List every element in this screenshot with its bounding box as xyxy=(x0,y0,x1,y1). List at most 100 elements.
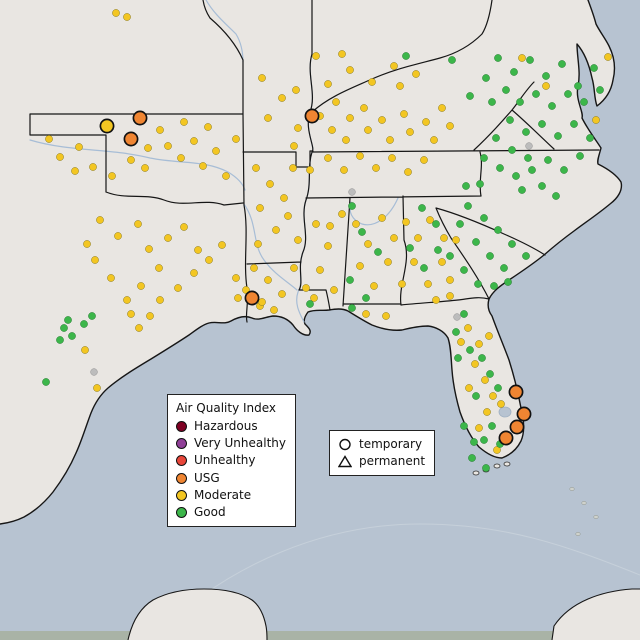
good-small-marker[interactable] xyxy=(464,202,472,210)
moderate-small-marker[interactable] xyxy=(146,312,154,320)
moderate-small-marker[interactable] xyxy=(264,276,272,284)
moderate-small-marker[interactable] xyxy=(252,164,260,172)
moderate-small-marker[interactable] xyxy=(372,164,380,172)
good-small-marker[interactable] xyxy=(456,220,464,228)
good-small-marker[interactable] xyxy=(402,52,410,60)
good-small-marker[interactable] xyxy=(528,166,536,174)
moderate-small-marker[interactable] xyxy=(204,123,212,131)
missing-small-marker[interactable] xyxy=(90,368,98,376)
moderate-small-marker[interactable] xyxy=(368,78,376,86)
moderate-small-marker[interactable] xyxy=(390,234,398,242)
moderate-small-marker[interactable] xyxy=(406,128,414,136)
moderate-small-marker[interactable] xyxy=(340,166,348,174)
moderate-small-marker[interactable] xyxy=(256,204,264,212)
moderate-small-marker[interactable] xyxy=(290,264,298,272)
good-small-marker[interactable] xyxy=(564,90,572,98)
good-small-marker[interactable] xyxy=(524,154,532,162)
moderate-small-marker[interactable] xyxy=(270,306,278,314)
good-small-marker[interactable] xyxy=(544,156,552,164)
good-small-marker[interactable] xyxy=(494,54,502,62)
moderate-small-marker[interactable] xyxy=(258,298,266,306)
good-small-marker[interactable] xyxy=(434,246,442,254)
good-small-marker[interactable] xyxy=(508,146,516,154)
usg-events-marker[interactable] xyxy=(132,110,148,126)
moderate-small-marker[interactable] xyxy=(112,9,120,17)
good-small-marker[interactable] xyxy=(466,92,474,100)
good-small-marker[interactable] xyxy=(586,134,594,142)
moderate-small-marker[interactable] xyxy=(402,218,410,226)
moderate-small-marker[interactable] xyxy=(289,164,297,172)
good-small-marker[interactable] xyxy=(558,60,566,68)
moderate-small-marker[interactable] xyxy=(194,246,202,254)
good-small-marker[interactable] xyxy=(596,86,604,94)
moderate-small-marker[interactable] xyxy=(107,274,115,282)
moderate-small-marker[interactable] xyxy=(324,80,332,88)
moderate-small-marker[interactable] xyxy=(370,282,378,290)
moderate-small-marker[interactable] xyxy=(362,310,370,318)
moderate-small-marker[interactable] xyxy=(338,50,346,58)
good-small-marker[interactable] xyxy=(518,186,526,194)
good-small-marker[interactable] xyxy=(574,82,582,90)
moderate-small-marker[interactable] xyxy=(465,384,473,392)
good-small-marker[interactable] xyxy=(554,132,562,140)
moderate-small-marker[interactable] xyxy=(326,222,334,230)
moderate-small-marker[interactable] xyxy=(483,408,491,416)
moderate-small-marker[interactable] xyxy=(410,258,418,266)
good-small-marker[interactable] xyxy=(362,294,370,302)
moderate-small-marker[interactable] xyxy=(137,282,145,290)
moderate-small-marker[interactable] xyxy=(199,162,207,170)
moderate-small-marker[interactable] xyxy=(457,338,465,346)
good-small-marker[interactable] xyxy=(88,312,96,320)
moderate-small-marker[interactable] xyxy=(218,241,226,249)
good-small-marker[interactable] xyxy=(580,98,588,106)
moderate-small-marker[interactable] xyxy=(156,126,164,134)
moderate-small-marker[interactable] xyxy=(400,110,408,118)
moderate-small-marker[interactable] xyxy=(164,142,172,150)
good-small-marker[interactable] xyxy=(374,248,382,256)
moderate-small-marker[interactable] xyxy=(414,234,422,242)
moderate-small-marker[interactable] xyxy=(356,152,364,160)
moderate-small-marker[interactable] xyxy=(364,126,372,134)
good-small-marker[interactable] xyxy=(474,280,482,288)
moderate-small-marker[interactable] xyxy=(232,135,240,143)
good-small-marker[interactable] xyxy=(494,226,502,234)
moderate-small-marker[interactable] xyxy=(592,116,600,124)
moderate-small-marker[interactable] xyxy=(135,324,143,332)
moderate-small-marker[interactable] xyxy=(378,116,386,124)
moderate-small-marker[interactable] xyxy=(422,118,430,126)
moderate-small-marker[interactable] xyxy=(346,114,354,122)
good-small-marker[interactable] xyxy=(538,182,546,190)
good-small-marker[interactable] xyxy=(532,90,540,98)
good-small-marker[interactable] xyxy=(482,464,490,472)
moderate-small-marker[interactable] xyxy=(424,280,432,288)
good-small-marker[interactable] xyxy=(346,276,354,284)
good-small-marker[interactable] xyxy=(468,454,476,462)
moderate-small-marker[interactable] xyxy=(471,360,479,368)
moderate-small-marker[interactable] xyxy=(604,53,612,61)
good-small-marker[interactable] xyxy=(560,166,568,174)
moderate-small-marker[interactable] xyxy=(497,400,505,408)
good-small-marker[interactable] xyxy=(516,98,524,106)
moderate-small-marker[interactable] xyxy=(312,52,320,60)
moderate-small-marker[interactable] xyxy=(71,167,79,175)
moderate-small-marker[interactable] xyxy=(412,70,420,78)
moderate-small-marker[interactable] xyxy=(440,234,448,242)
moderate-small-marker[interactable] xyxy=(258,74,266,82)
moderate-small-marker[interactable] xyxy=(342,136,350,144)
missing-small-marker[interactable] xyxy=(453,313,461,321)
moderate-small-marker[interactable] xyxy=(232,274,240,282)
good-small-marker[interactable] xyxy=(480,436,488,444)
moderate-small-marker[interactable] xyxy=(284,212,292,220)
moderate-small-marker[interactable] xyxy=(452,236,460,244)
moderate-small-marker[interactable] xyxy=(292,86,300,94)
good-small-marker[interactable] xyxy=(538,120,546,128)
moderate-small-marker[interactable] xyxy=(164,234,172,242)
moderate-small-marker[interactable] xyxy=(123,296,131,304)
good-small-marker[interactable] xyxy=(480,214,488,222)
good-small-marker[interactable] xyxy=(512,172,520,180)
good-small-marker[interactable] xyxy=(472,392,480,400)
good-small-marker[interactable] xyxy=(306,300,314,308)
moderate-small-marker[interactable] xyxy=(446,292,454,300)
good-small-marker[interactable] xyxy=(490,282,498,290)
moderate-small-marker[interactable] xyxy=(254,240,262,248)
